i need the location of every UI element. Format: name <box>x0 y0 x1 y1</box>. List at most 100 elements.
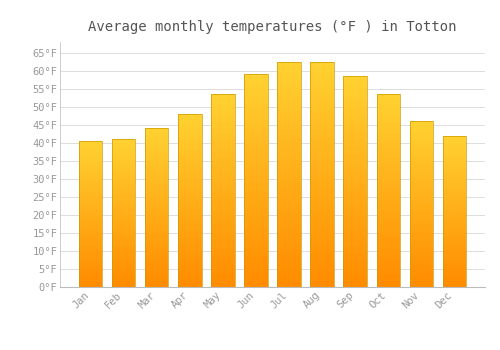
Bar <box>278 65 300 68</box>
Bar <box>344 213 366 216</box>
Bar <box>344 271 366 274</box>
Bar <box>244 117 268 120</box>
Bar <box>178 133 202 136</box>
Bar <box>278 231 300 233</box>
Bar <box>80 194 102 196</box>
Bar <box>442 206 466 208</box>
Bar <box>310 132 334 135</box>
Bar <box>278 217 300 219</box>
Bar <box>212 200 234 203</box>
Bar <box>112 239 136 241</box>
Bar <box>244 250 268 252</box>
Bar <box>344 261 366 263</box>
Bar <box>146 180 169 182</box>
Bar <box>112 198 136 200</box>
Bar <box>376 222 400 224</box>
Bar <box>178 190 202 192</box>
Bar <box>278 124 300 127</box>
Bar <box>244 175 268 178</box>
Bar <box>212 212 234 215</box>
Bar <box>112 193 136 195</box>
Bar <box>376 118 400 121</box>
Bar <box>344 187 366 189</box>
Bar <box>410 273 432 274</box>
Bar <box>80 263 102 265</box>
Bar <box>80 168 102 170</box>
Bar <box>410 121 432 123</box>
Bar <box>178 261 202 263</box>
Bar <box>344 79 366 82</box>
Bar <box>212 118 234 121</box>
Bar <box>442 202 466 204</box>
Bar <box>112 171 136 173</box>
Bar <box>80 227 102 229</box>
Bar <box>244 167 268 170</box>
Bar <box>278 284 300 287</box>
Bar <box>80 207 102 209</box>
Bar <box>212 191 234 193</box>
Bar <box>310 79 334 82</box>
Bar <box>112 232 136 233</box>
Bar <box>310 247 334 250</box>
Bar <box>112 176 136 178</box>
Bar <box>376 102 400 104</box>
Bar <box>310 211 334 214</box>
Bar <box>410 283 432 285</box>
Bar <box>146 200 169 202</box>
Bar <box>310 267 334 270</box>
Bar <box>310 146 334 149</box>
Bar <box>244 149 268 152</box>
Bar <box>278 132 300 135</box>
Bar <box>80 165 102 167</box>
Bar <box>344 155 366 158</box>
Bar <box>178 246 202 248</box>
Bar <box>112 209 136 211</box>
Bar <box>80 174 102 176</box>
Bar <box>244 135 268 138</box>
Bar <box>410 148 432 150</box>
Bar <box>212 99 234 102</box>
Bar <box>376 99 400 102</box>
Bar <box>442 211 466 213</box>
Bar <box>410 175 432 177</box>
Bar <box>278 197 300 200</box>
Bar <box>80 147 102 148</box>
Bar <box>80 199 102 201</box>
Bar <box>278 279 300 281</box>
Bar <box>410 215 432 217</box>
Bar <box>410 256 432 258</box>
Bar <box>278 211 300 214</box>
Bar <box>178 201 202 203</box>
Bar <box>410 217 432 219</box>
Bar <box>410 132 432 134</box>
Bar <box>442 221 466 223</box>
Bar <box>376 128 400 131</box>
Bar <box>344 118 366 121</box>
Bar <box>80 219 102 221</box>
Bar <box>442 156 466 158</box>
Bar <box>244 186 268 189</box>
Bar <box>376 239 400 241</box>
Bar <box>442 138 466 139</box>
Bar <box>146 273 169 275</box>
Bar <box>80 201 102 203</box>
Bar <box>212 169 234 171</box>
Bar <box>146 154 169 156</box>
Bar <box>244 114 268 117</box>
Bar <box>212 198 234 200</box>
Bar <box>344 274 366 276</box>
Bar <box>442 183 466 185</box>
Bar <box>376 181 400 183</box>
Bar <box>442 141 466 143</box>
Bar <box>146 212 169 214</box>
Bar <box>376 224 400 227</box>
Bar <box>146 220 169 222</box>
Bar <box>178 188 202 190</box>
Bar <box>344 105 366 108</box>
Bar <box>442 245 466 247</box>
Bar <box>410 190 432 192</box>
Bar <box>146 237 169 239</box>
Bar <box>410 210 432 212</box>
Bar <box>80 214 102 216</box>
Bar <box>244 181 268 183</box>
